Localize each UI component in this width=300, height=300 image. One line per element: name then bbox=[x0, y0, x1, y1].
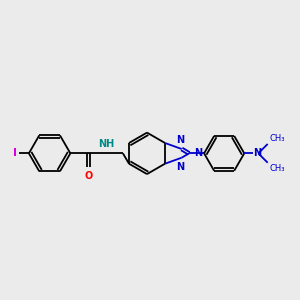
Text: N: N bbox=[176, 135, 184, 145]
Text: N: N bbox=[194, 148, 202, 158]
Text: N: N bbox=[176, 162, 184, 172]
Text: N: N bbox=[254, 148, 262, 158]
Text: NH: NH bbox=[98, 139, 115, 149]
Text: I: I bbox=[13, 148, 17, 158]
Text: CH₃: CH₃ bbox=[269, 134, 285, 142]
Text: CH₃: CH₃ bbox=[269, 164, 285, 173]
Text: O: O bbox=[85, 171, 93, 182]
